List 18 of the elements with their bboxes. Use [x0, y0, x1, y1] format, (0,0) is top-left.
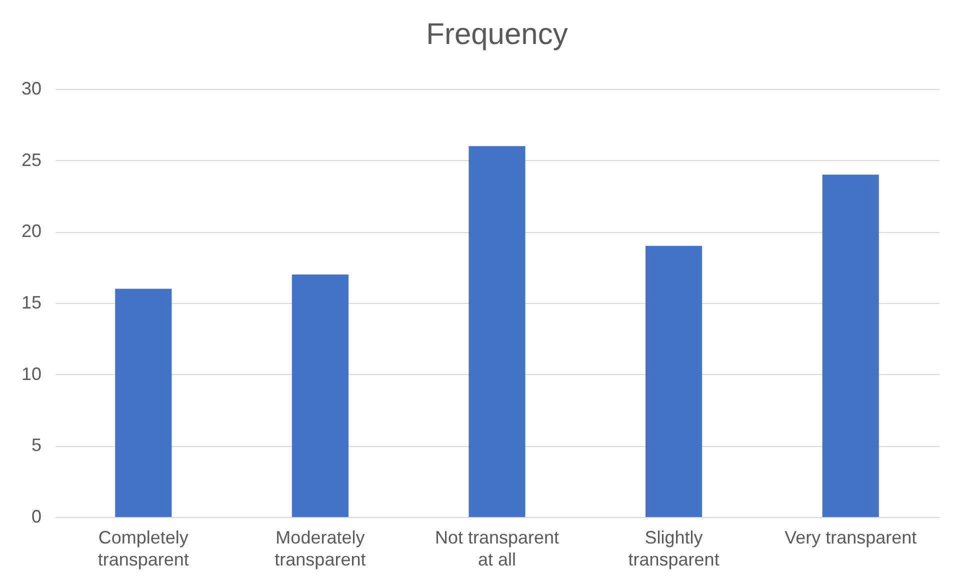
y-tick-label: 15 — [21, 292, 42, 312]
x-tick-label: Very transparent — [784, 528, 917, 548]
bar — [115, 288, 172, 517]
bar — [822, 174, 879, 517]
x-tick-label: Moderately transparent — [274, 528, 366, 570]
y-tick-label: 20 — [21, 221, 42, 242]
bar — [292, 274, 348, 517]
x-tick-label: Completely transparent — [98, 528, 189, 570]
y-tick-label: 0 — [31, 506, 42, 526]
bar — [468, 146, 526, 517]
y-tick-label: 30 — [21, 78, 42, 98]
y-tick-label: 10 — [21, 364, 42, 384]
y-tick-label: 25 — [21, 150, 42, 170]
chart-title: Frequency — [426, 18, 568, 51]
y-tick-label: 5 — [31, 435, 42, 456]
x-tick-label: Slightly transparent — [628, 528, 720, 570]
bar — [646, 246, 702, 517]
x-tick-label: Not transparent at all — [434, 528, 560, 570]
